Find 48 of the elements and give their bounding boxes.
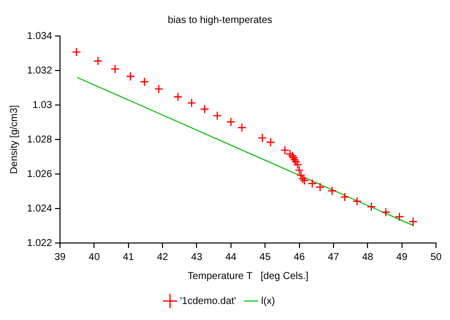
point	[266, 138, 276, 147]
x-tick-label: 49	[396, 252, 408, 263]
point	[394, 212, 404, 222]
point	[93, 56, 103, 66]
point	[316, 182, 325, 192]
point	[408, 217, 418, 226]
y-tick-label: 1.028	[26, 134, 52, 146]
point	[212, 111, 222, 120]
point	[366, 202, 376, 212]
y-tick-label: 1.032	[26, 65, 52, 76]
y-tick-label: 1.026	[26, 168, 52, 180]
x-tick-label: 50	[430, 252, 442, 263]
chart-title: bias to high-temperates	[168, 14, 272, 26]
legend-label: l(x)	[261, 296, 275, 307]
point	[226, 117, 236, 127]
point	[140, 77, 150, 86]
point	[298, 174, 308, 184]
x-tick-label: 48	[362, 252, 374, 263]
x-tick-label: 39	[54, 252, 66, 263]
point	[381, 208, 390, 217]
point	[237, 123, 246, 132]
x-tick-label: 45	[260, 252, 272, 263]
point	[187, 98, 196, 108]
point	[173, 92, 183, 102]
point	[126, 72, 136, 81]
x-tick-label: 47	[328, 252, 340, 263]
point	[258, 133, 267, 143]
point	[154, 84, 164, 94]
y-tick-label: 1.024	[26, 203, 52, 214]
x-tick-label: 44	[225, 252, 237, 263]
point	[327, 186, 337, 196]
x-tick-label: 41	[122, 252, 134, 263]
point	[352, 196, 362, 206]
y-tick-label: 1.022	[26, 238, 52, 249]
legend-label: '1cdemo.dat'	[180, 296, 236, 307]
x-tick-label: 43	[191, 252, 203, 263]
y-tick-label: 1.03	[32, 100, 52, 111]
point	[110, 64, 120, 74]
x-tick-label: 40	[88, 252, 100, 263]
x-tick-label: 46	[294, 252, 306, 263]
x-axis-title: Temperature T [deg Cels.]	[188, 270, 309, 282]
x-tick-label: 42	[157, 252, 169, 263]
y-tick-label: 1.034	[26, 30, 52, 42]
point	[340, 192, 350, 202]
y-axis-title: Density [g/cm3]	[8, 104, 20, 174]
point	[308, 178, 317, 188]
point	[200, 104, 210, 114]
point	[72, 47, 82, 57]
